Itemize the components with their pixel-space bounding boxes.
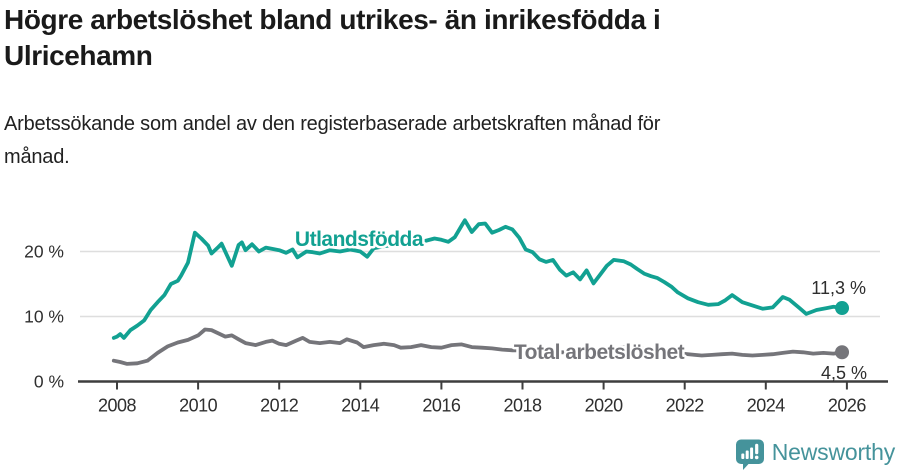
series-end-value-total-arbetsloshet: 4,5 % <box>821 363 867 383</box>
series-label-total-arbetsloshet: Total arbetslöshet <box>514 341 685 364</box>
y-tick-label-10: 10 % <box>24 307 64 327</box>
series-end-value-utlandsfodda: 11,3 % <box>811 278 866 298</box>
x-tick-label-2018: 2018 <box>503 396 542 416</box>
series-end-dot-total-arbetsloshet <box>835 345 850 360</box>
x-tick-label-2024: 2024 <box>747 396 786 416</box>
y-tick-label-20: 20 % <box>24 242 64 262</box>
series-line-utlandsfodda <box>111 218 844 340</box>
x-tick-label-2022: 2022 <box>666 396 705 416</box>
series-line-total-arbetsloshet <box>111 327 844 366</box>
chart-subtitle-line-2: månad. <box>4 146 70 168</box>
chart-title-line-1: Högre arbetslöshet bland utrikes- än inr… <box>4 4 661 35</box>
newsworthy-speech-bubble-bar-chart-icon <box>735 439 764 470</box>
x-tick-label-2016: 2016 <box>422 396 461 416</box>
series-label-utlandsfodda: Utlandsfödda <box>295 228 424 251</box>
newsworthy-logo: Newsworthy <box>735 438 895 470</box>
series-end-dot-utlandsfodda <box>835 301 850 316</box>
x-tick-label-2008: 2008 <box>98 396 137 416</box>
x-tick-label-2026: 2026 <box>828 396 867 416</box>
x-tick-label-2014: 2014 <box>341 396 380 416</box>
chart-title: Högre arbetslöshet bland utrikes- än inr… <box>4 2 864 74</box>
newsworthy-brand-text: Newsworthy <box>771 438 895 465</box>
y-tick-label-0: 0 % <box>34 372 64 392</box>
chart-title-line-2: Ulricehamn <box>4 40 153 71</box>
x-tick-label-2010: 2010 <box>179 396 218 416</box>
x-tick-label-2012: 2012 <box>260 396 299 416</box>
x-tick-label-2020: 2020 <box>585 396 624 416</box>
chart-subtitle-line-1: Arbetssökande som andel av den registerb… <box>4 113 661 135</box>
chart-subtitle: Arbetssökande som andel av den registerb… <box>4 108 854 174</box>
